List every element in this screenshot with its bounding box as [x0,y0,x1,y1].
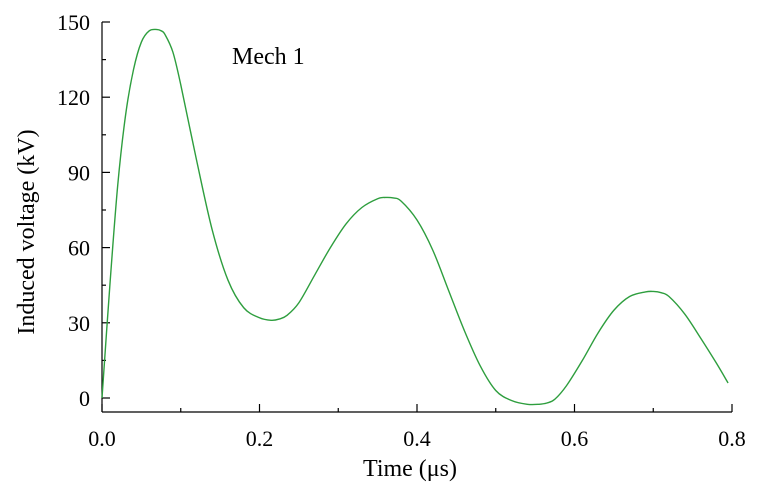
y-tick-label: 150 [57,10,90,35]
axes [101,22,732,413]
series-annotation: Mech 1 [232,44,305,70]
series-line [101,28,729,406]
y-tick-label: 60 [68,236,90,261]
tick-labels: 0.0 0.2 0.4 0.6 0.8 0 30 60 90 120 150 [57,10,746,451]
x-axis-title: Time (μs) [363,456,457,482]
x-tick-label: 0.2 [246,426,274,451]
y-tick-label: 120 [57,85,90,110]
y-axis-title: Induced voltage (kV) [14,129,40,334]
plot-area [101,28,729,406]
y-tick-label: 0 [79,386,90,411]
y-tick-label: 90 [68,160,90,185]
x-tick-label: 0.0 [88,426,116,451]
x-tick-label: 0.4 [403,426,431,451]
x-tick-label: 0.6 [561,426,589,451]
x-tick-label: 0.8 [718,426,746,451]
ticks [101,21,733,412]
y-tick-label: 30 [68,311,90,336]
